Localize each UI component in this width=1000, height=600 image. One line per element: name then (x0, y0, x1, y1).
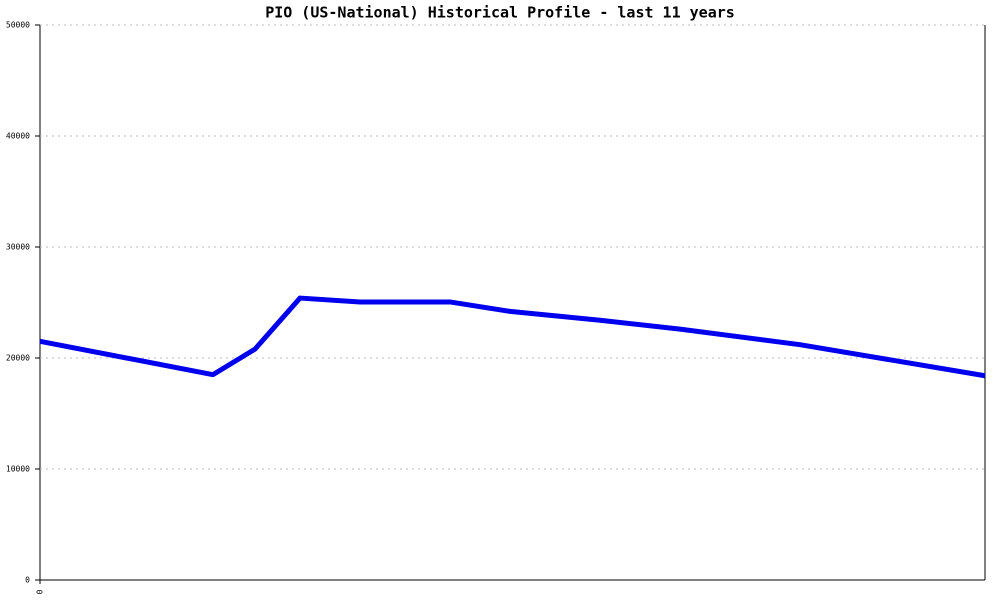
y-tick-label: 10000 (6, 465, 30, 474)
y-tick-label: 30000 (6, 243, 30, 252)
chart-title: PIO (US-National) Historical Profile - l… (265, 4, 735, 22)
data-line (39, 295, 986, 379)
y-tick-label: 20000 (6, 354, 30, 363)
x-tick-label: 0 (36, 589, 45, 594)
y-tick-label: 40000 (6, 132, 30, 141)
y-tick-label: 50000 (6, 21, 30, 30)
y-tick-label: 0 (25, 576, 30, 585)
